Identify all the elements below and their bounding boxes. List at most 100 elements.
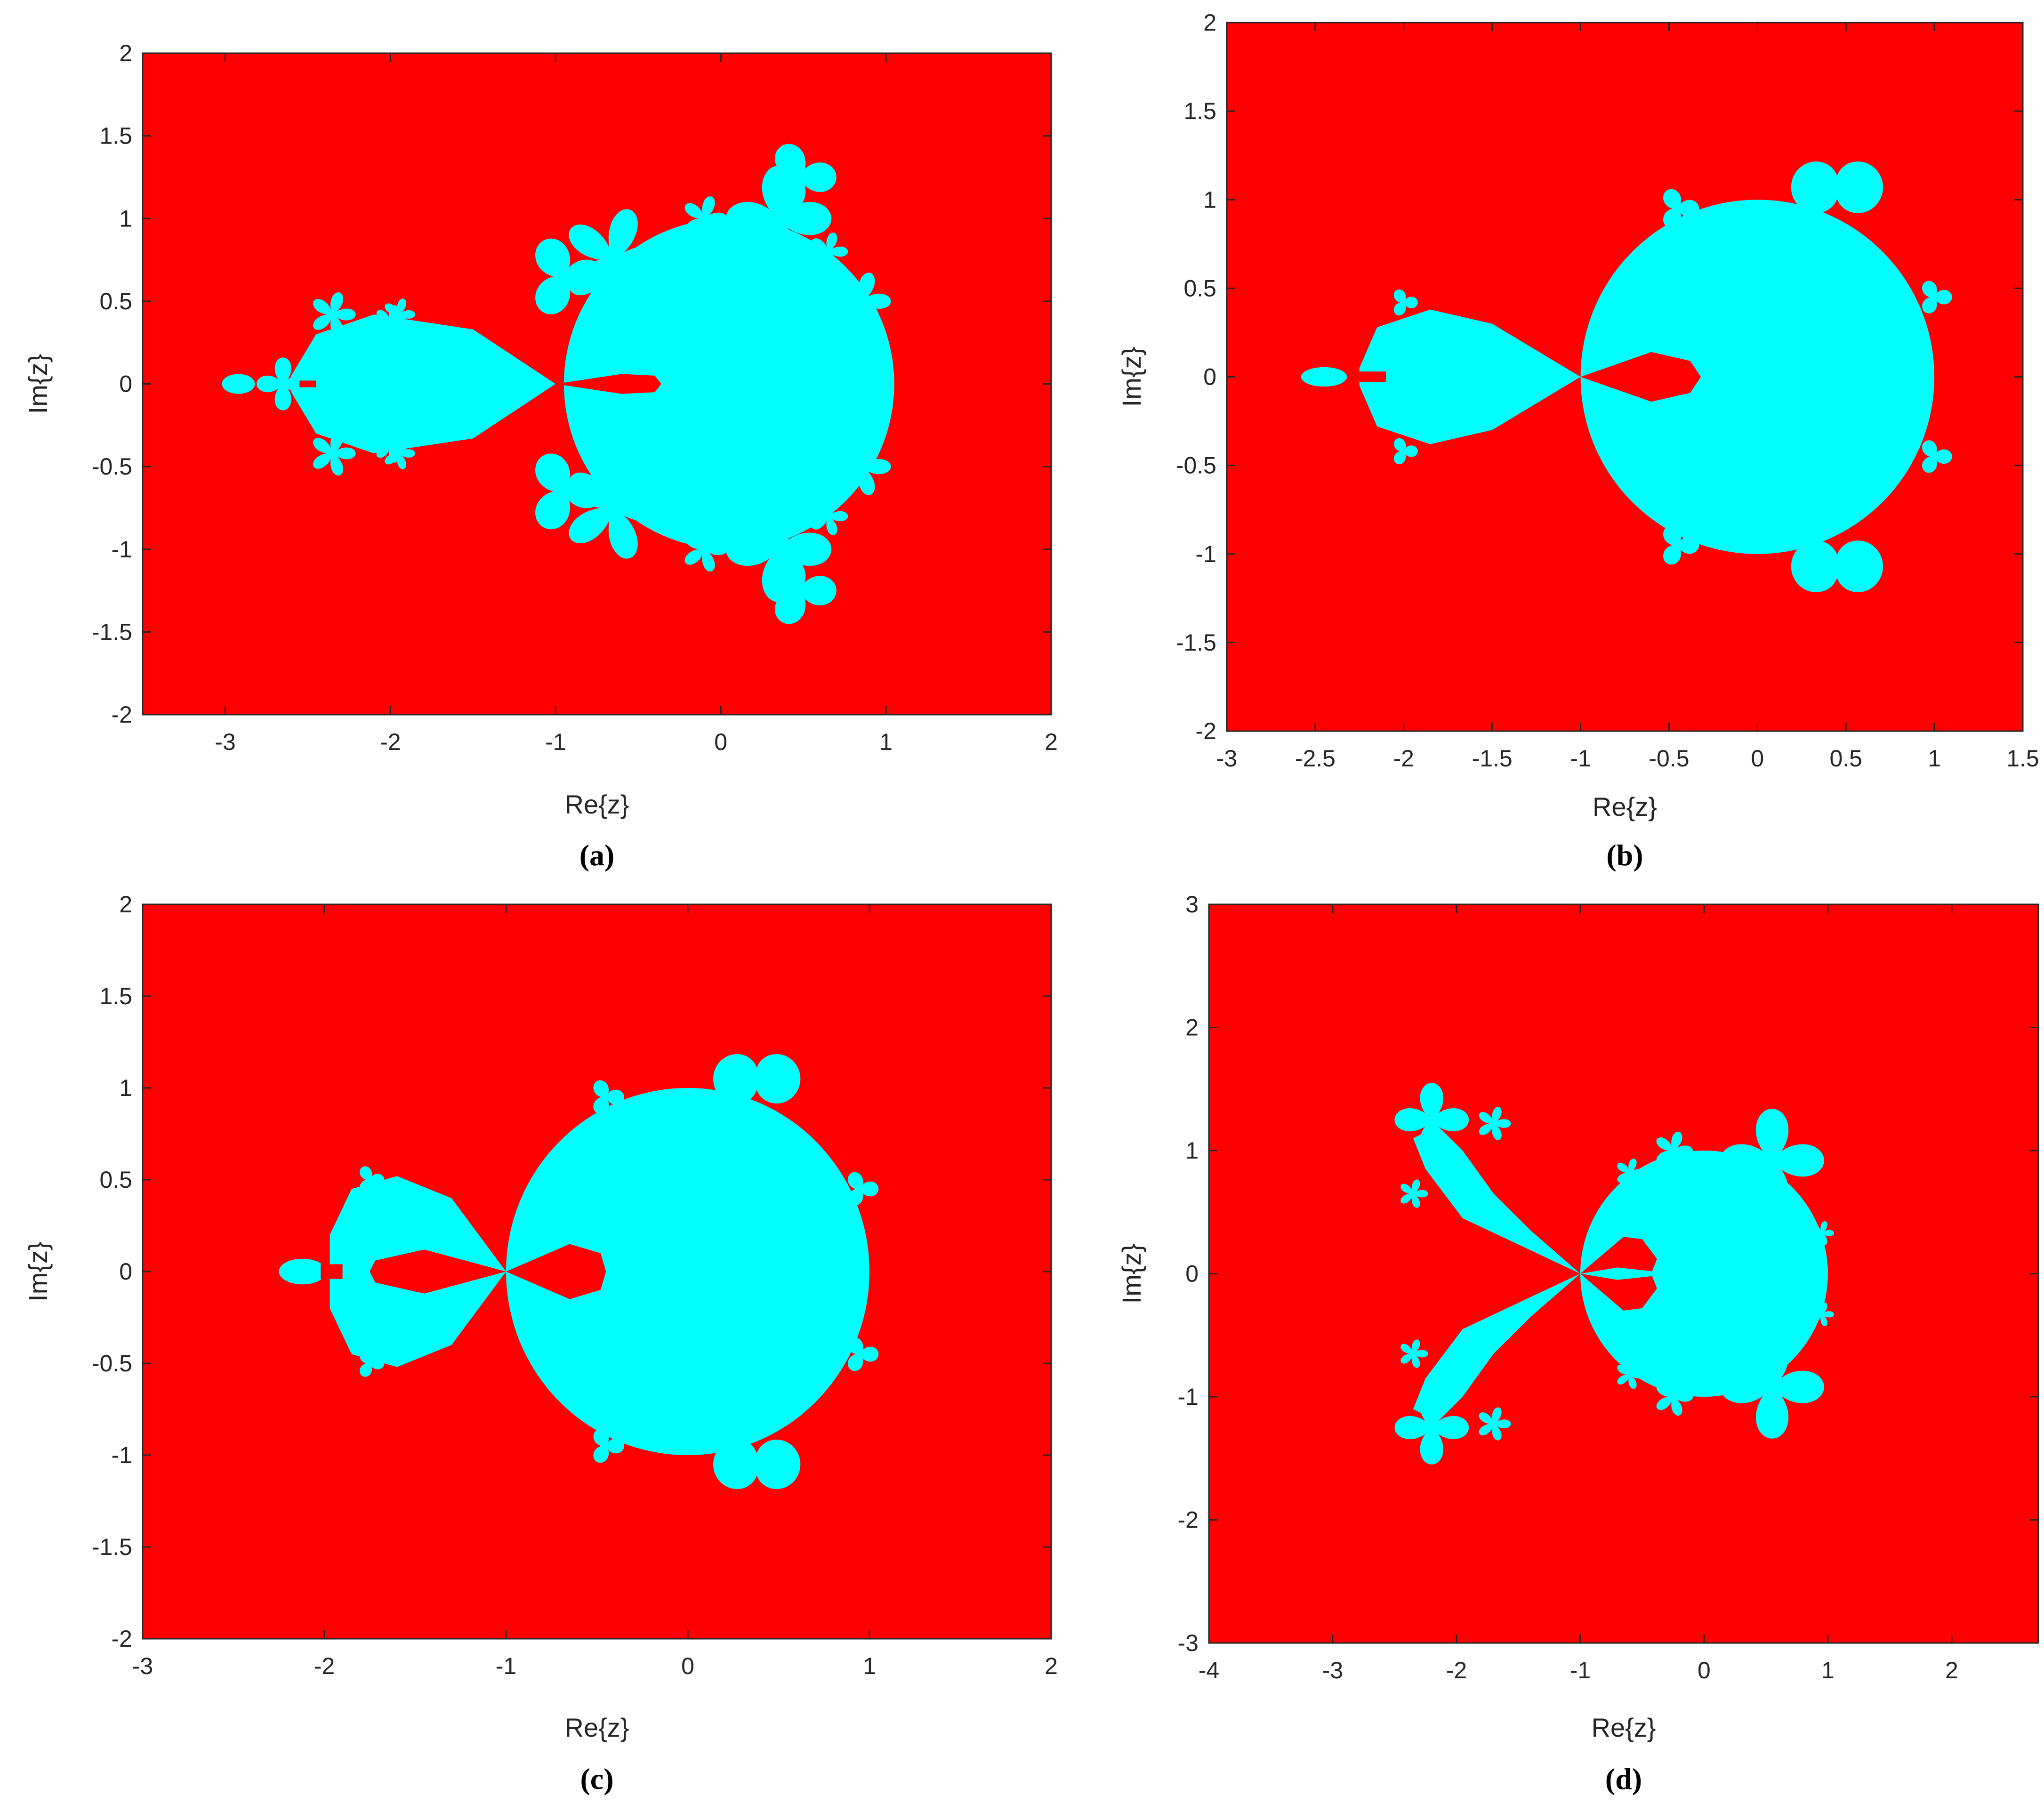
fractal-region-9 (360, 1350, 385, 1377)
x-tick-label: 1 (863, 1653, 876, 1679)
panel-caption: (c) (580, 1762, 613, 1796)
fractal-region-10 (684, 196, 728, 241)
y-tick-label: 0 (1185, 1261, 1199, 1287)
y-tick-label: -1 (112, 536, 132, 563)
y-axis-label: Im{z} (23, 354, 53, 414)
fractal-region-7 (847, 1337, 879, 1371)
y-tick-label: 1.5 (99, 123, 132, 149)
x-tick-label: 0 (1751, 745, 1764, 772)
panel-b: -3 -2.5 -2 -1.5 -1 -0.5 0 0.5 1 1.5 -2 -1.5 -1 -0.5 0 0… (1117, 9, 2039, 872)
y-tick-label: -1 (112, 1442, 132, 1468)
fractal-region-8 (1393, 289, 1418, 316)
fractal-region-12 (836, 273, 891, 330)
fractal-region-6 (847, 1172, 879, 1206)
y-tick-label: 2 (1203, 9, 1216, 36)
fractal-region-20 (385, 298, 415, 330)
fractal-region-6 (1394, 1390, 1469, 1465)
panel-caption: (d) (1605, 1762, 1642, 1796)
y-tick-label: 1.5 (99, 983, 132, 1009)
y-tick-label: 1 (119, 205, 132, 232)
fractal-region-8 (1656, 1377, 1693, 1416)
fractal-region-7 (775, 557, 837, 624)
fractal-region-4 (725, 165, 832, 272)
fractal-region-15 (1811, 1221, 1835, 1245)
panel-c: -3 -2 -1 0 1 2-2-1.5-1-0.500.511.52Re{z}Im{z}… (23, 891, 1058, 1796)
fractal-region-3 (1791, 540, 1883, 592)
x-tick-label: -3 (215, 729, 235, 755)
y-tick-label: 3 (1185, 891, 1199, 918)
x-axis-label: Re{z} (1593, 792, 1657, 821)
x-tick-label: -3 (132, 1653, 153, 1679)
fractal-region-11 (1479, 1107, 1511, 1140)
fractal-region-5 (1663, 525, 1699, 565)
fractal-region-3 (1720, 1109, 1824, 1212)
x-tick-label: 0.5 (1829, 745, 1862, 772)
fractal-hole-1 (1359, 371, 1386, 382)
fractal-hole-1 (370, 1249, 506, 1294)
x-axis-label: Re{z} (1592, 1713, 1656, 1742)
fractal-region-4 (1663, 189, 1699, 228)
x-tick-label: 0 (714, 729, 727, 755)
x-tick-label: 0 (681, 1653, 694, 1679)
fractal-region-6 (1922, 281, 1952, 314)
fractal-region-1 (1359, 309, 1581, 444)
y-tick-label: -2 (112, 701, 132, 728)
y-tick-label: 0.5 (1183, 275, 1216, 301)
panel-caption: (b) (1606, 838, 1643, 872)
x-tick-label: 2 (1045, 729, 1058, 755)
x-tick-label: -4 (1199, 1657, 1219, 1683)
y-tick-label: -1 (1178, 1384, 1199, 1410)
fractal-region-2 (1791, 161, 1883, 213)
fractal-region-9 (535, 453, 605, 530)
fractal-region-14 (811, 233, 848, 271)
y-axis-label: Im{z} (1117, 1244, 1146, 1304)
x-tick-label: 0 (1698, 1657, 1711, 1683)
y-tick-label: 2 (1185, 1015, 1199, 1041)
fractal-region-7 (1922, 440, 1952, 473)
fractal-region-1 (291, 314, 556, 453)
y-tick-label: -3 (1178, 1630, 1199, 1656)
x-tick-label: 1 (879, 729, 893, 755)
x-tick-label: 1.5 (2006, 745, 2039, 772)
fractal-region-10 (1617, 1360, 1645, 1389)
y-tick-label: 1 (119, 1075, 132, 1101)
x-tick-label: -1 (1570, 745, 1591, 772)
fractal-region-5 (725, 496, 832, 603)
fractal-region-0 (506, 1088, 869, 1455)
fractal-region-5 (593, 1429, 624, 1463)
fractal-region-0 (563, 218, 894, 549)
y-tick-label: 2 (119, 40, 132, 66)
fractal-region-6 (775, 144, 837, 211)
fractal-region-5 (1394, 1083, 1469, 1157)
fractal-region-15 (811, 497, 848, 535)
x-tick-label: -1.5 (1472, 745, 1513, 772)
y-tick-label: -0.5 (92, 453, 132, 480)
x-tick-label: -1 (545, 729, 566, 755)
y-tick-label: -2 (1196, 718, 1216, 744)
fractal-region-11 (684, 527, 728, 572)
x-tick-label: -2 (1446, 1657, 1467, 1683)
x-tick-label: 1 (1928, 745, 1941, 772)
x-tick-label: 2 (1945, 1657, 1958, 1683)
y-tick-label: -0.5 (1176, 452, 1216, 479)
x-tick-label: -3 (1216, 745, 1237, 772)
fractal-region-16 (313, 292, 356, 337)
y-tick-label: 1 (1185, 1137, 1199, 1164)
fractal-hole-1 (299, 380, 316, 387)
fractal-region-0 (1580, 1151, 1828, 1397)
fractal-region-4 (593, 1080, 624, 1114)
fractal-region-22 (257, 357, 310, 411)
fractal-region-10 (279, 1258, 326, 1285)
fractal-region-13 (1400, 1179, 1428, 1208)
fractal-region-8 (535, 238, 605, 314)
fractal-region-7 (1656, 1131, 1693, 1170)
fractal-region-1 (1413, 1126, 1580, 1274)
fractal-body (1394, 1083, 1835, 1465)
y-tick-label: 0 (1203, 364, 1216, 390)
x-tick-label: -3 (1322, 1657, 1343, 1683)
fractal-region-0 (1580, 200, 1935, 554)
x-tick-label: -2 (380, 729, 401, 755)
fractal-hole-0 (506, 1244, 606, 1299)
fractal-hole-0 (1580, 352, 1701, 402)
fractal-region-9 (1393, 438, 1418, 465)
